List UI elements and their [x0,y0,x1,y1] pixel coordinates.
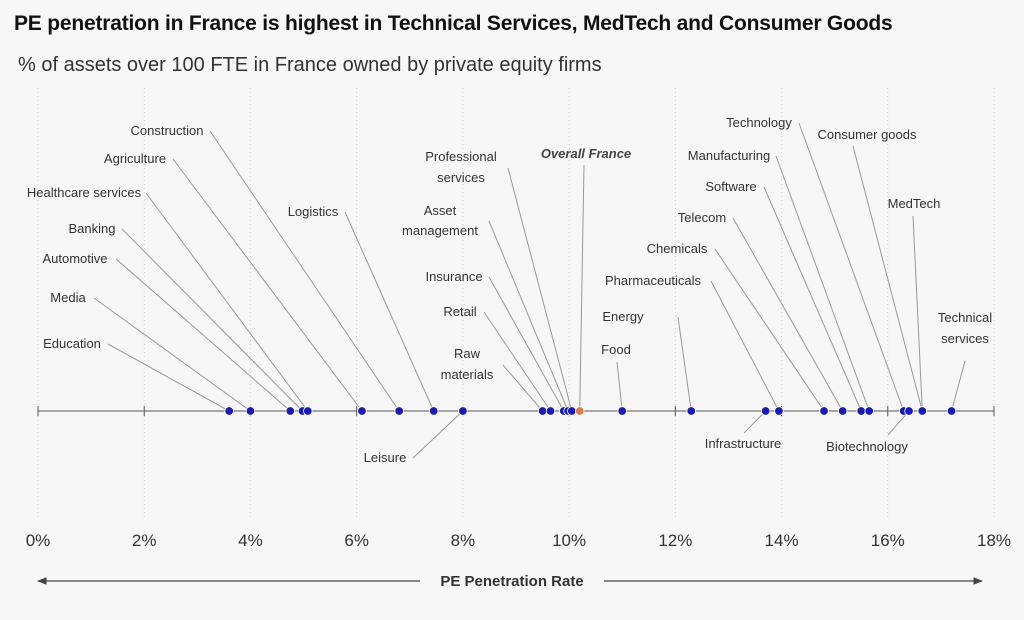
label-asset-management: Asset management [402,203,478,238]
label-technical-services: Technical services [938,310,992,346]
point-infrastructure [760,406,771,416]
label-insurance: Insurance [425,269,482,284]
label-retail: Retail [443,304,476,319]
x-tick-label: 16% [871,531,905,550]
leader-automotive [115,258,291,412]
leader-construction [209,130,400,412]
label-chemicals: Chemicals [647,241,708,256]
label-telecom: Telecom [678,210,726,225]
point-education [224,406,234,416]
label-food: Food [601,342,631,357]
point-pharmaceuticals [774,406,784,416]
chart-subtitle: % of assets over 100 FTE in France owned… [18,54,602,76]
leader-agriculture [172,158,363,412]
label-overall-france: Overall France [541,146,631,161]
leader-media [93,297,251,412]
point-chemicals [819,406,829,416]
label-pharmaceuticals: Pharmaceuticals [605,273,702,288]
leader-consumer-goods [852,145,923,412]
leader-overall-france [579,164,585,412]
label-manufacturing: Manufacturing [688,148,770,163]
label-professional-services: Professional services [425,149,497,185]
point-technical-services [946,406,957,416]
leader-banking [121,228,303,412]
data-points [224,406,957,416]
x-tick-label: 0% [26,531,51,550]
leader-lines [93,122,966,459]
label-agriculture: Agriculture [104,151,166,166]
point-telecom [837,406,848,416]
chart-title: PE penetration in France is highest in T… [14,12,893,35]
point-manufacturing [864,406,874,416]
point-labels: Education Media Automotive Banking Healthcar… [27,115,992,465]
point-retail [545,406,556,416]
label-raw-materials: Raw materials [441,346,494,382]
point-biotechnology [904,406,914,416]
leader-retail [483,311,551,412]
leader-telecom [732,217,844,412]
x-tick-label: 14% [765,531,799,550]
leader-technical-services [951,360,966,412]
point-medtech [917,406,928,416]
x-tick-label: 6% [344,531,369,550]
label-software: Software [705,179,756,194]
point-healthcare-services [303,406,313,416]
leader-technology [798,122,905,412]
label-education: Education [43,336,101,351]
leader-manufacturing [775,155,870,412]
leader-healthcare-services [145,192,309,412]
leader-asset-management [488,220,569,412]
label-infrastructure: Infrastructure [705,436,782,451]
leader-leisure [412,410,464,459]
x-tick-label: 10% [552,531,586,550]
label-media: Media [50,290,86,305]
leader-raw-materials [502,364,543,412]
leader-logistics [344,211,435,412]
point-automotive [285,406,295,416]
leader-insurance [488,276,565,412]
x-tick-labels: 0% 2% 4% 6% 8% 10% 12% 14% 16% 18% [26,531,1011,550]
leader-medtech [912,215,923,412]
x-tick-label: 8% [451,531,476,550]
label-technology: Technology [726,115,792,130]
leader-food [616,361,623,412]
leader-professional-services [507,167,573,412]
label-healthcare-services: Healthcare services [27,185,142,200]
point-raw-materials [537,406,548,416]
x-axis [37,406,995,416]
point-leisure [458,406,468,416]
point-construction [394,406,404,416]
point-media [245,406,256,416]
label-automotive: Automotive [42,251,107,266]
label-medtech: MedTech [888,196,941,211]
label-energy: Energy [602,309,644,324]
x-tick-label: 18% [977,531,1011,550]
leader-energy [677,316,692,412]
leader-education [107,343,230,412]
label-consumer-goods: Consumer goods [818,127,917,142]
x-tick-label: 12% [658,531,692,550]
point-agriculture [357,406,367,416]
point-energy [686,406,696,416]
leader-infrastructure [743,410,766,434]
point-overall-france [575,406,585,416]
label-logistics: Logistics [288,204,339,219]
x-tick-label: 4% [238,531,263,550]
leader-software [763,186,862,412]
point-professional-services [567,406,577,416]
label-banking: Banking [69,221,116,236]
x-tick-label: 2% [132,531,157,550]
label-biotechnology: Biotechnology [826,439,908,454]
label-leisure: Leisure [364,450,407,465]
leader-chemicals [714,248,825,412]
x-axis-title-group: PE Penetration Rate [37,573,983,590]
x-axis-title: PE Penetration Rate [440,573,583,590]
leader-pharmaceuticals [710,280,780,412]
label-construction: Construction [131,123,204,138]
point-food [617,406,627,416]
point-logistics [428,406,439,416]
point-software [856,406,866,416]
